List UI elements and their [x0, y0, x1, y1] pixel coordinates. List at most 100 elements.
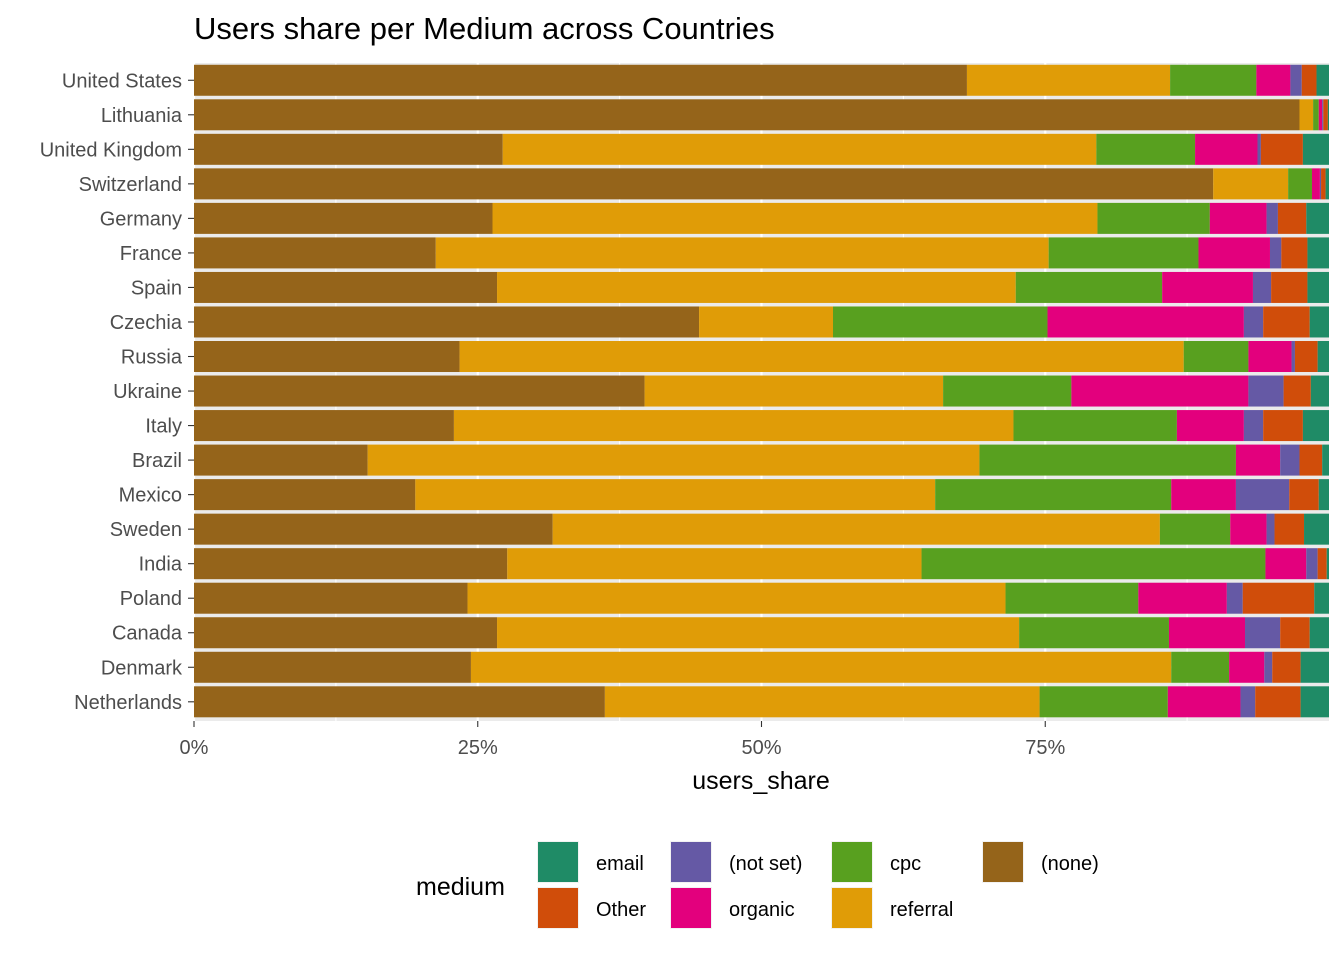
- bar-united-kingdom-other: [1260, 133, 1303, 165]
- legend-swatch-not-set: [671, 842, 711, 882]
- bar-brazil-referral: [367, 444, 980, 476]
- bar-denmark-referral: [470, 651, 1172, 683]
- y-tick-label: Germany: [100, 208, 182, 230]
- legend-swatch-none: [983, 842, 1023, 882]
- bar-italy-not-set: [1243, 410, 1264, 442]
- y-tick-label: India: [139, 554, 183, 576]
- y-tick-label: Brazil: [132, 450, 182, 472]
- bar-denmark-none: [194, 651, 471, 683]
- bar-spain-not-set: [1252, 271, 1272, 303]
- bar-india-organic: [1265, 548, 1307, 580]
- bar-switzerland-referral: [1213, 168, 1289, 200]
- bar-india-other: [1317, 548, 1327, 580]
- x-tick-label: 25%: [458, 737, 498, 759]
- bar-russia-none: [194, 341, 460, 373]
- bar-brazil-none: [194, 444, 368, 476]
- bar-poland-not-set: [1226, 582, 1243, 614]
- chart-title: Users share per Medium across Countries: [194, 11, 775, 46]
- bar-india-not-set: [1306, 548, 1318, 580]
- legend-label: organic: [729, 899, 795, 921]
- y-tick-label: United States: [62, 70, 182, 92]
- y-tick-label: United Kingdom: [40, 139, 182, 161]
- bar-switzerland-not-set: [1319, 168, 1322, 200]
- bar-united-kingdom-not-set: [1257, 133, 1261, 165]
- bar-sweden-other: [1274, 513, 1305, 545]
- bar-italy-none: [194, 410, 454, 442]
- bar-brazil-other: [1299, 444, 1323, 476]
- bar-russia-email: [1317, 341, 1329, 373]
- bar-brazil-organic: [1235, 444, 1281, 476]
- bar-brazil-not-set: [1280, 444, 1300, 476]
- bar-germany-not-set: [1266, 202, 1278, 234]
- bar-czechia-none: [194, 306, 700, 338]
- legend-label: referral: [890, 899, 953, 921]
- legend-label: (none): [1041, 853, 1099, 875]
- bar-india-cpc: [921, 548, 1266, 580]
- bar-canada-organic: [1168, 617, 1246, 649]
- legend-label: email: [596, 853, 644, 875]
- bar-denmark-other: [1272, 651, 1301, 683]
- bar-switzerland-cpc: [1288, 168, 1312, 200]
- bar-lithuania-organic: [1318, 99, 1323, 131]
- y-tick-label: Poland: [120, 588, 182, 610]
- bar-ukraine-none: [194, 375, 645, 407]
- legend-swatch-organic: [671, 888, 711, 928]
- bar-czechia-not-set: [1243, 306, 1264, 338]
- bar-netherlands-cpc: [1039, 686, 1168, 718]
- x-tick-label: 50%: [741, 737, 781, 759]
- bar-lithuania-none: [194, 99, 1300, 131]
- bar-lithuania-email: [1327, 99, 1329, 131]
- bar-canada-cpc: [1019, 617, 1169, 649]
- x-tick-label: 75%: [1025, 737, 1065, 759]
- bar-czechia-other: [1263, 306, 1310, 338]
- bar-united-states-referral: [966, 64, 1171, 96]
- y-tick-label: Sweden: [110, 519, 182, 541]
- bar-lithuania-cpc: [1313, 99, 1319, 131]
- bar-united-kingdom-email: [1302, 133, 1329, 165]
- x-tick-labels: 0% 25% 50% 75%: [180, 721, 1065, 759]
- bar-spain-none: [194, 271, 498, 303]
- legend: medium email Other (not set) organic cpc refe…: [416, 841, 1099, 929]
- bar-india-none: [194, 548, 508, 580]
- bar-france-not-set: [1269, 237, 1282, 269]
- y-tick-label: Spain: [131, 277, 182, 299]
- bar-canada-email: [1309, 617, 1329, 649]
- bar-spain-cpc: [1015, 271, 1163, 303]
- bar-denmark-organic: [1229, 651, 1265, 683]
- bar-sweden-not-set: [1266, 513, 1275, 545]
- legend-label: Other: [596, 899, 646, 921]
- bar-united-kingdom-referral: [502, 133, 1097, 165]
- bar-united-states-none: [194, 64, 967, 96]
- y-tick-label: Mexico: [119, 485, 182, 507]
- bar-lithuania-referral: [1299, 99, 1314, 131]
- x-tick-label: 0%: [180, 737, 209, 759]
- bar-united-states-organic: [1256, 64, 1291, 96]
- legend-swatch-cpc: [832, 842, 872, 882]
- bar-brazil-cpc: [979, 444, 1236, 476]
- bar-czechia-referral: [699, 306, 834, 338]
- bar-spain-organic: [1162, 271, 1253, 303]
- bar-germany-none: [194, 202, 493, 234]
- bar-netherlands-none: [194, 686, 605, 718]
- bar-united-kingdom-none: [194, 133, 503, 165]
- bar-united-kingdom-organic: [1195, 133, 1258, 165]
- bar-mexico-not-set: [1235, 479, 1290, 511]
- bar-mexico-referral: [415, 479, 936, 511]
- bar-italy-email: [1302, 410, 1329, 442]
- bar-italy-cpc: [1013, 410, 1177, 442]
- bar-united-states-not-set: [1290, 64, 1302, 96]
- bar-sweden-email: [1304, 513, 1329, 545]
- y-tick-label: France: [120, 243, 182, 265]
- bar-mexico-email: [1318, 479, 1329, 511]
- legend-swatch-email: [538, 842, 578, 882]
- bar-poland-cpc: [1005, 582, 1139, 614]
- bar-denmark-not-set: [1264, 651, 1273, 683]
- bar-ukraine-not-set: [1248, 375, 1284, 407]
- bar-netherlands-referral: [604, 686, 1040, 718]
- bar-canada-other: [1280, 617, 1310, 649]
- bar-ukraine-referral: [644, 375, 944, 407]
- bar-canada-referral: [497, 617, 1020, 649]
- bar-canada-none: [194, 617, 498, 649]
- bar-germany-email: [1306, 202, 1329, 234]
